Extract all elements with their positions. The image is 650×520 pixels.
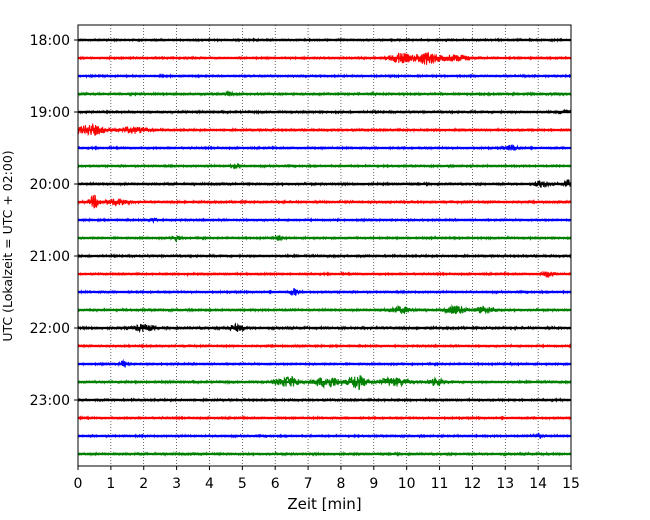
x-tick-label: 8 [336, 476, 345, 492]
x-tick-label: 11 [431, 476, 449, 492]
y-tick-label: 20:00 [30, 177, 70, 193]
x-tick-label: 4 [205, 476, 214, 492]
y-tick-label: 21:00 [30, 249, 70, 265]
y-tick-label: 23:00 [30, 393, 70, 409]
x-tick-label: 6 [271, 476, 280, 492]
y-axis: 18:00 19:00 20:00 21:00 22:00 23:00 [30, 33, 78, 409]
x-tick-label: 7 [304, 476, 313, 492]
y-tick-label: 18:00 [30, 33, 70, 49]
x-axis: 0 1 2 3 4 5 6 7 8 9 10 11 12 13 14 15 [74, 466, 580, 492]
x-tick-label: 10 [398, 476, 416, 492]
x-tick-label: 12 [463, 476, 481, 492]
x-tick-label: 2 [139, 476, 148, 492]
x-axis-label: Zeit [min] [287, 495, 361, 513]
y-axis-label: UTC (Lokalzeit = UTC + 02:00) [0, 150, 15, 341]
x-tick-label: 14 [529, 476, 547, 492]
plot-frame [77, 24, 572, 467]
x-tick-label: 1 [106, 476, 115, 492]
y-tick-label: 19:00 [30, 105, 70, 121]
x-tick-label: 15 [562, 476, 580, 492]
y-tick-label: 22:00 [30, 321, 70, 337]
x-tick-label: 5 [238, 476, 247, 492]
x-tick-label: 9 [369, 476, 378, 492]
x-tick-label: 0 [74, 476, 83, 492]
trace-group [77, 37, 572, 458]
x-tick-label: 3 [172, 476, 181, 492]
x-tick-label: 13 [496, 476, 514, 492]
